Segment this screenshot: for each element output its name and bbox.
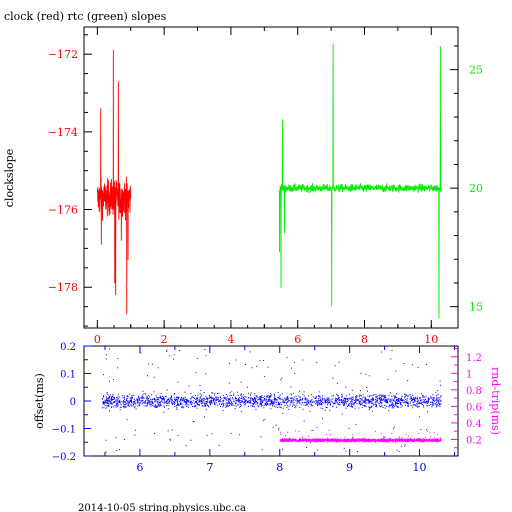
bottom-ytick-left-label: 0.1 bbox=[60, 370, 76, 381]
top-xtick-label: 2 bbox=[161, 333, 168, 346]
bottom-ytick-left-label: −0.1 bbox=[52, 425, 76, 436]
bottom-series bbox=[102, 348, 442, 453]
bottom-ytick-left-label: 0.2 bbox=[60, 342, 76, 353]
top-xtick-label: 4 bbox=[227, 333, 234, 346]
bottom-xtick-label: 6 bbox=[136, 461, 143, 474]
top-ytick-left-label: −178 bbox=[48, 281, 78, 294]
top-xtick-label: 8 bbox=[361, 333, 368, 346]
bottom-ytick-left-label: 0 bbox=[70, 397, 76, 408]
bottom-ytick-right-label: 0.8 bbox=[466, 386, 482, 397]
top-series bbox=[96, 43, 442, 319]
top-ytick-left-label: −172 bbox=[48, 48, 78, 61]
top-ytick-right-label: 15 bbox=[469, 301, 483, 314]
bottom-ytick-right-label: 1.2 bbox=[466, 353, 482, 364]
top-ytick-right-label: 25 bbox=[469, 64, 483, 77]
offset-points bbox=[102, 348, 442, 453]
bottom-ytick-right-label: 1 bbox=[466, 369, 472, 380]
chart-title: clock (red) rtc (green) slopes bbox=[4, 10, 167, 23]
bottom-ytick-left-label: −0.2 bbox=[52, 452, 76, 463]
top-ytick-right-label: 20 bbox=[469, 182, 483, 195]
bottom-xtick-label: 10 bbox=[413, 461, 427, 474]
top-ylabel: clockslope bbox=[3, 149, 16, 207]
rtc-slope-line bbox=[278, 43, 442, 319]
bottom-y2label: rnd-trip(ms) bbox=[489, 367, 502, 435]
top-xtick-label: 0 bbox=[94, 333, 101, 346]
bottom-xtick-label: 7 bbox=[206, 461, 213, 474]
bottom-ytick-right-label: 0.2 bbox=[466, 435, 482, 446]
footer-text: 2014-10-05 string.physics.ubc.ca bbox=[78, 503, 246, 512]
bottom-xtick-label: 9 bbox=[346, 461, 353, 474]
top-ytick-left-label: −176 bbox=[48, 204, 78, 217]
clock-slope-line bbox=[96, 50, 132, 315]
bottom-ticks: 6 7 8 9 10 −0.2 −0.1 0 0.1 0.2 0.2 0.4 0.6 0.8 1 1.2 bbox=[52, 342, 482, 474]
top-plot-frame bbox=[83, 26, 459, 329]
top-ticks: 0 2 4 6 8 10 −172 −174 −176 −178 15 20 25 bbox=[48, 27, 483, 346]
top-chart: 0 2 4 6 8 10 −172 −174 −176 −178 15 20 25 clockslope bbox=[3, 26, 483, 346]
rndtrip-points bbox=[279, 429, 442, 443]
bottom-chart: 6 7 8 9 10 −0.2 −0.1 0 0.1 0.2 0.2 0.4 0.6 0.8 1 1.2 of… bbox=[33, 342, 502, 474]
bottom-ytick-right-label: 0.4 bbox=[466, 419, 482, 430]
top-ytick-left-label: −174 bbox=[48, 126, 78, 139]
bottom-ytick-right-label: 0.6 bbox=[466, 402, 482, 413]
top-xtick-label: 6 bbox=[294, 333, 301, 346]
top-xtick-label: 10 bbox=[424, 333, 438, 346]
bottom-ylabel: offset(ms) bbox=[33, 373, 46, 429]
bottom-xtick-label: 8 bbox=[276, 461, 283, 474]
